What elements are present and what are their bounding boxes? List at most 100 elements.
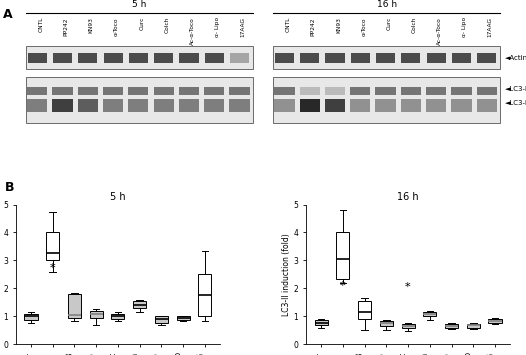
PathPatch shape bbox=[155, 316, 168, 323]
Bar bbox=[275, 87, 295, 95]
Text: A: A bbox=[3, 8, 13, 21]
Bar bbox=[273, 77, 500, 122]
Bar bbox=[26, 77, 253, 122]
PathPatch shape bbox=[380, 321, 393, 326]
Bar bbox=[128, 87, 148, 95]
Bar bbox=[350, 87, 370, 95]
Bar bbox=[452, 53, 471, 63]
PathPatch shape bbox=[112, 313, 125, 319]
Bar bbox=[427, 53, 446, 63]
Bar bbox=[78, 99, 98, 113]
Text: α-Toco: α-Toco bbox=[114, 17, 119, 36]
Bar bbox=[28, 53, 47, 63]
Text: ◄LC3-II: ◄LC3-II bbox=[505, 100, 526, 106]
Text: Colch: Colch bbox=[412, 17, 417, 33]
Bar bbox=[376, 99, 396, 113]
Text: *: * bbox=[340, 281, 346, 291]
Bar bbox=[273, 46, 500, 69]
Text: α- Lipo: α- Lipo bbox=[215, 17, 220, 37]
Bar bbox=[204, 87, 224, 95]
Text: B: B bbox=[5, 181, 15, 194]
Bar bbox=[26, 46, 253, 69]
Bar bbox=[27, 99, 47, 113]
PathPatch shape bbox=[358, 301, 371, 319]
Text: CNTL: CNTL bbox=[286, 17, 290, 32]
Bar bbox=[477, 87, 497, 95]
Text: 17AAG: 17AAG bbox=[488, 17, 493, 37]
PathPatch shape bbox=[46, 233, 59, 261]
Bar bbox=[154, 99, 174, 113]
Text: ◄LC3-I: ◄LC3-I bbox=[505, 87, 526, 92]
Bar bbox=[325, 87, 345, 95]
Bar bbox=[300, 99, 320, 113]
Text: ◄Actin: ◄Actin bbox=[505, 55, 526, 61]
Bar bbox=[179, 99, 199, 113]
Bar bbox=[326, 53, 345, 63]
Text: *: * bbox=[405, 282, 411, 292]
Text: Curc: Curc bbox=[387, 17, 392, 31]
Bar bbox=[401, 53, 420, 63]
Bar bbox=[477, 53, 497, 63]
Bar bbox=[426, 99, 446, 113]
PathPatch shape bbox=[133, 301, 146, 308]
PathPatch shape bbox=[177, 316, 190, 320]
Text: α-Toco: α-Toco bbox=[361, 17, 366, 36]
Bar bbox=[154, 87, 174, 95]
Bar bbox=[376, 87, 396, 95]
PathPatch shape bbox=[198, 274, 211, 316]
Bar bbox=[205, 53, 224, 63]
Text: Colch: Colch bbox=[165, 17, 170, 33]
Text: Ac-α-Toco: Ac-α-Toco bbox=[190, 17, 195, 45]
Bar bbox=[53, 53, 72, 63]
Bar bbox=[103, 87, 123, 95]
Text: PP242: PP242 bbox=[64, 17, 68, 36]
Bar bbox=[229, 99, 249, 113]
Text: 16 h: 16 h bbox=[377, 0, 397, 9]
Bar bbox=[451, 87, 471, 95]
PathPatch shape bbox=[489, 319, 501, 323]
PathPatch shape bbox=[445, 324, 458, 328]
Bar bbox=[179, 53, 198, 63]
Bar bbox=[204, 99, 224, 113]
Bar bbox=[401, 87, 421, 95]
Y-axis label: LC3-II induction (fold): LC3-II induction (fold) bbox=[281, 233, 290, 316]
Text: PP242: PP242 bbox=[311, 17, 316, 36]
Text: Ac-α-Toco: Ac-α-Toco bbox=[437, 17, 442, 45]
Bar bbox=[426, 87, 446, 95]
Bar bbox=[53, 87, 73, 95]
Text: KN93: KN93 bbox=[336, 17, 341, 33]
Bar bbox=[154, 53, 173, 63]
Bar bbox=[376, 53, 395, 63]
Bar bbox=[401, 99, 421, 113]
PathPatch shape bbox=[336, 233, 349, 279]
PathPatch shape bbox=[401, 324, 414, 328]
Text: 5 h: 5 h bbox=[132, 0, 147, 9]
Bar bbox=[78, 53, 97, 63]
Bar bbox=[229, 87, 249, 95]
PathPatch shape bbox=[25, 314, 37, 320]
Text: KN93: KN93 bbox=[89, 17, 94, 33]
Title: 16 h: 16 h bbox=[397, 192, 419, 202]
Title: 5 h: 5 h bbox=[110, 192, 126, 202]
Bar bbox=[275, 99, 295, 113]
Bar bbox=[300, 87, 320, 95]
PathPatch shape bbox=[423, 312, 437, 316]
Text: α- Lipo: α- Lipo bbox=[462, 17, 468, 37]
PathPatch shape bbox=[68, 294, 81, 318]
Bar bbox=[104, 53, 123, 63]
PathPatch shape bbox=[315, 320, 328, 325]
Bar bbox=[53, 99, 73, 113]
Text: Curc: Curc bbox=[139, 17, 145, 31]
Bar bbox=[230, 53, 249, 63]
PathPatch shape bbox=[89, 311, 103, 318]
Bar bbox=[78, 87, 98, 95]
Text: CNTL: CNTL bbox=[38, 17, 43, 32]
Bar bbox=[477, 99, 497, 113]
Bar bbox=[351, 53, 370, 63]
Bar bbox=[451, 99, 471, 113]
Bar bbox=[300, 53, 319, 63]
Bar bbox=[129, 53, 148, 63]
Bar bbox=[325, 99, 345, 113]
PathPatch shape bbox=[467, 324, 480, 328]
Bar bbox=[350, 99, 370, 113]
